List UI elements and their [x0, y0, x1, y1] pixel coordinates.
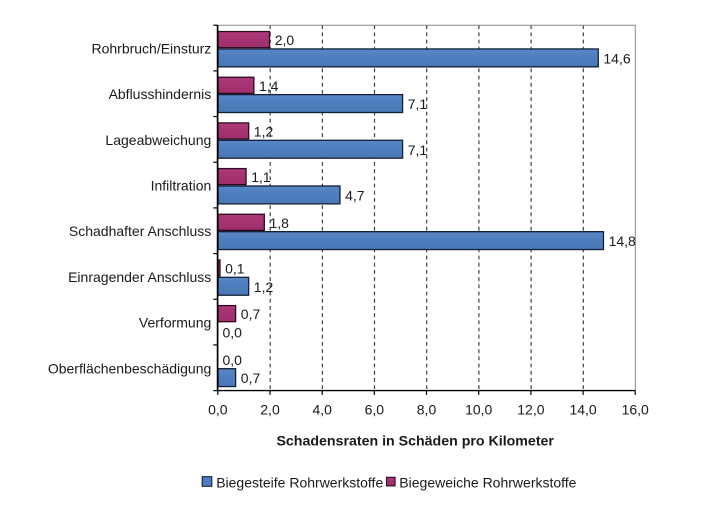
svg-text:Schadhafter Anschluss: Schadhafter Anschluss — [69, 223, 211, 239]
svg-text:0,7: 0,7 — [241, 306, 261, 322]
svg-text:Lageabweichung: Lageabweichung — [105, 132, 211, 148]
svg-text:Rohrbruch/Einsturz: Rohrbruch/Einsturz — [91, 41, 211, 57]
svg-text:Biegesteife Rohrwerkstoffe: Biegesteife Rohrwerkstoffe — [216, 475, 383, 491]
svg-text:0,7: 0,7 — [241, 370, 261, 386]
svg-text:14,6: 14,6 — [603, 51, 630, 67]
svg-text:0,0: 0,0 — [223, 352, 243, 368]
svg-text:4,0: 4,0 — [312, 401, 332, 417]
svg-text:1,4: 1,4 — [259, 78, 279, 94]
svg-text:7,1: 7,1 — [408, 96, 428, 112]
svg-text:Einragender Anschluss: Einragender Anschluss — [68, 269, 211, 285]
svg-text:1,8: 1,8 — [270, 215, 290, 231]
svg-text:Schadensraten in Schäden pro K: Schadensraten in Schäden pro Kilometer — [276, 433, 554, 449]
svg-text:Infiltration: Infiltration — [151, 178, 212, 194]
svg-text:Biegeweiche Rohrwerkstoffe: Biegeweiche Rohrwerkstoffe — [399, 475, 576, 491]
svg-text:6,0: 6,0 — [365, 401, 385, 417]
svg-text:7,1: 7,1 — [408, 142, 428, 158]
svg-text:4,7: 4,7 — [345, 188, 365, 204]
svg-text:14,0: 14,0 — [569, 401, 596, 417]
svg-text:12,0: 12,0 — [517, 401, 544, 417]
svg-text:14,8: 14,8 — [609, 233, 636, 249]
svg-text:2,0: 2,0 — [275, 32, 295, 48]
svg-text:0,0: 0,0 — [208, 401, 228, 417]
svg-text:Verformung: Verformung — [139, 315, 211, 331]
svg-text:10,0: 10,0 — [465, 401, 492, 417]
svg-text:16,0: 16,0 — [622, 401, 649, 417]
svg-text:2,0: 2,0 — [260, 401, 280, 417]
svg-text:8,0: 8,0 — [417, 401, 437, 417]
svg-text:Oberflächenbeschädigung: Oberflächenbeschädigung — [48, 360, 211, 376]
svg-text:1,2: 1,2 — [254, 124, 274, 140]
svg-text:1,2: 1,2 — [254, 279, 274, 295]
svg-text:1,1: 1,1 — [251, 169, 271, 185]
svg-text:0,0: 0,0 — [223, 325, 243, 341]
svg-text:Abflusshindernis: Abflusshindernis — [109, 86, 212, 102]
svg-text:0,1: 0,1 — [225, 261, 245, 277]
